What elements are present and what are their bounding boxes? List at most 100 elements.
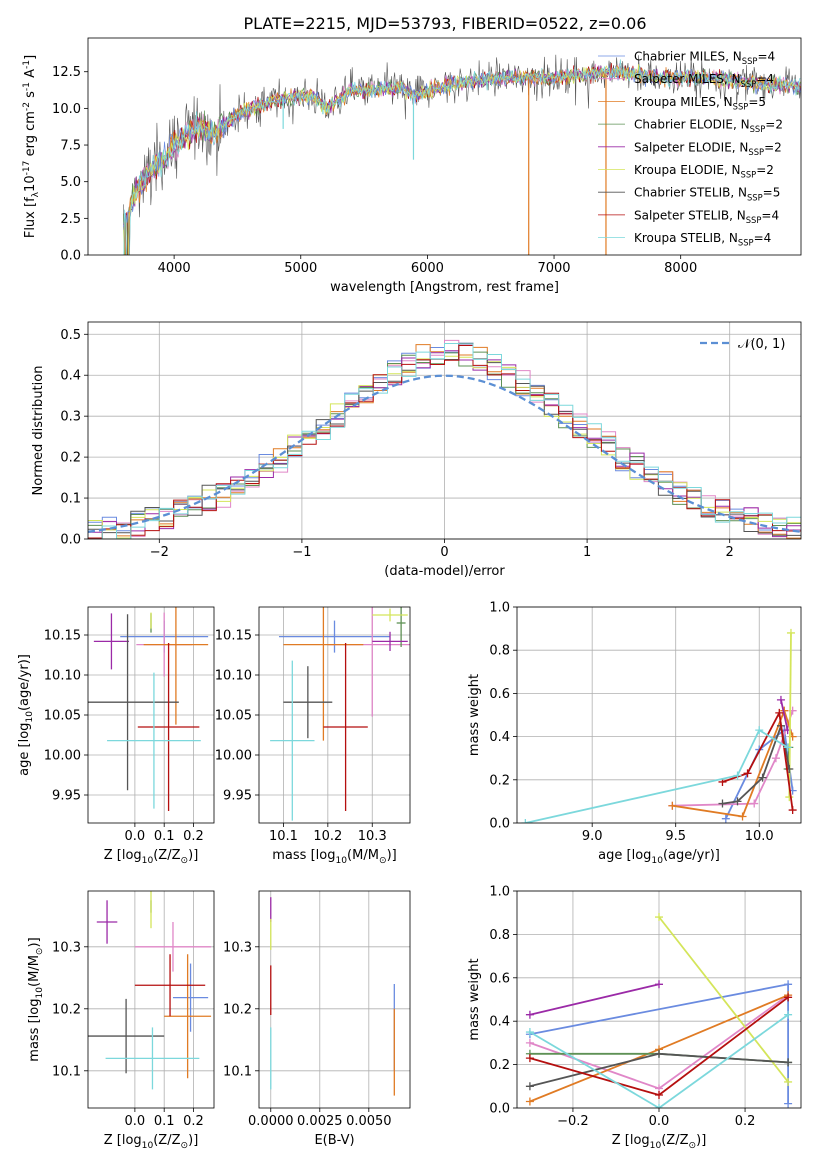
y-axis-label: mass [log10(M/M⊙)]: [27, 937, 45, 1061]
series-marker: [525, 1010, 534, 1019]
legend-label: Salpeter ELODIE, NSSP=2: [634, 140, 782, 157]
x-tick-label: 6000: [411, 261, 444, 276]
y-tick-label: 0.0: [489, 817, 510, 832]
y-tick-label: 10.15: [215, 629, 252, 644]
series-marker: [733, 771, 742, 780]
x-tick-label: 0.2: [183, 1114, 204, 1129]
series-marker: [783, 743, 792, 752]
y-tick-label: 0.8: [489, 928, 510, 943]
legend-label: Chabrier MILES, NSSP=4: [634, 50, 775, 67]
axes-frame: [87, 890, 215, 1109]
series-line: [658, 916, 789, 1083]
series-marker: [525, 1054, 534, 1063]
y-tick-label: 10.0: [52, 102, 81, 117]
plot-area: [88, 607, 209, 811]
plot-area: [88, 339, 801, 539]
series-line: [672, 710, 794, 807]
legend-label: Salpeter MILES, NSSP=4: [634, 72, 774, 89]
figure-title: PLATE=2215, MJD=53793, FIBERID=0522, z=0…: [243, 14, 646, 33]
y-tick-label: 0.4: [489, 730, 510, 745]
y-tick-label: 9.95: [223, 789, 252, 804]
x-tick-label: 10.0: [745, 829, 774, 844]
y-axis-label: mass weight: [467, 674, 482, 756]
axes-frame: [87, 37, 802, 256]
x-tick-label: 5000: [284, 261, 317, 276]
series-line: [722, 709, 794, 811]
panel-mass_vs_ebv: 0.0000 0.0025 0.0050 10.1 10.2 10.3 E(B-V): [223, 890, 411, 1148]
x-tick-label: −0.2: [557, 1114, 589, 1129]
x-axis-label: Z [log10(Z/Z⊙)]: [104, 1133, 199, 1151]
legend-label: Kroupa MILES, NSSP=5: [634, 95, 766, 112]
series-marker: [655, 913, 663, 922]
x-axis-label: E(B-V): [314, 1133, 354, 1148]
series-marker: [525, 1028, 534, 1037]
x-tick-label: 0.0000: [248, 1114, 294, 1129]
y-tick-label: 9.95: [52, 789, 81, 804]
series-marker: [750, 799, 759, 808]
series-marker: [784, 1099, 793, 1108]
y-axis-label: Flux [fλ10-17 erg cm-2 s-1 A-1]: [22, 55, 41, 238]
y-tick-label: 0.2: [489, 773, 510, 788]
y-tick-label: 10.1: [52, 1064, 81, 1079]
axes-frame: [258, 890, 411, 1109]
series-marker: [784, 993, 793, 1002]
y-tick-label: 0.1: [60, 492, 81, 507]
y-tick-label: 10.3: [52, 940, 81, 955]
plot-area: [88, 891, 212, 1090]
y-tick-label: 5.0: [60, 175, 81, 190]
x-tick-label: 9.0: [582, 829, 603, 844]
plot-area: [521, 628, 797, 823]
x-axis-label: Z [log10(Z/Z⊙)]: [612, 1133, 707, 1151]
x-tick-label: 10.1: [269, 829, 298, 844]
x-axis-label: age [log10(age/yr)]: [598, 848, 720, 866]
x-tick-label: 1: [583, 545, 591, 560]
x-tick-label: 0.1: [154, 829, 175, 844]
series-marker: [525, 1082, 534, 1091]
series-marker: [721, 814, 730, 823]
legend-label: Chabrier ELODIE, NSSP=2: [634, 118, 783, 135]
series-marker: [775, 708, 784, 717]
x-tick-label: 0.0: [649, 1114, 670, 1129]
y-tick-label: 1.0: [489, 885, 510, 900]
series-marker: [525, 1038, 534, 1047]
y-tick-label: 2.5: [60, 212, 81, 227]
y-tick-label: 10.05: [44, 709, 81, 724]
series-line: [672, 708, 794, 818]
series-marker: [758, 773, 767, 782]
histogram-step: [88, 343, 801, 539]
y-tick-label: 10.00: [215, 749, 252, 764]
y-tick-label: 0.0: [60, 533, 81, 548]
x-tick-label: −1: [292, 545, 311, 560]
legend-label: Kroupa STELIB, NSSP=4: [634, 231, 771, 248]
series-marker: [733, 797, 742, 806]
legend-label: Kroupa ELODIE, NSSP=2: [634, 163, 774, 180]
y-tick-label: 10.00: [44, 749, 81, 764]
series-marker: [738, 812, 747, 821]
panel-mass_vs_Z: 0.0 0.1 0.2 10.1 10.2 10.3 Z [log10(Z/Z⊙)] mass…: [27, 890, 215, 1151]
x-tick-label: 0.0050: [346, 1114, 392, 1129]
x-tick-label: 0.2: [735, 1114, 756, 1129]
y-tick-label: 0.6: [489, 687, 510, 702]
panel-age_vs_Z: 0.0 0.1 0.2 9.95 10.00 10.05 10.10 10.15 Z [log1…: [17, 606, 215, 866]
legend-label: Chabrier STELIB, NSSP=5: [634, 186, 780, 203]
series-marker: [755, 726, 764, 735]
y-axis-label: Normed distribution: [31, 366, 46, 496]
y-tick-label: 10.05: [215, 709, 252, 724]
x-tick-label: 0: [440, 545, 448, 560]
series-marker: [786, 628, 795, 637]
histogram-step: [88, 345, 801, 539]
spectrum-legend: Chabrier MILES, NSSP=4 Salpeter MILES, NS…: [598, 50, 783, 248]
series-line: [529, 983, 660, 1016]
y-tick-label: 0.4: [489, 1015, 510, 1030]
x-axis-label: Z [log10(Z/Z⊙)]: [104, 848, 199, 866]
series-marker: [784, 1058, 793, 1067]
x-axis-label: mass [log10(M/M⊙)]: [272, 848, 396, 866]
y-tick-label: 10.2: [223, 1002, 252, 1017]
y-tick-label: 10.1: [223, 1064, 252, 1079]
x-tick-label: 4000: [158, 261, 191, 276]
series-marker: [655, 1049, 663, 1058]
y-tick-label: 0.8: [489, 644, 510, 659]
x-axis-label: (data-model)/error: [384, 564, 505, 579]
x-tick-label: 7000: [537, 261, 570, 276]
